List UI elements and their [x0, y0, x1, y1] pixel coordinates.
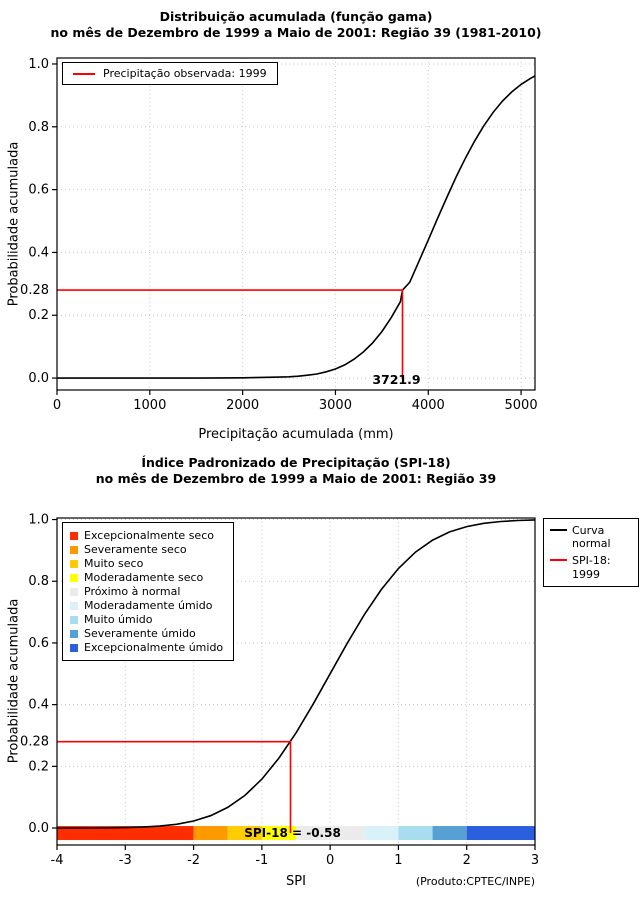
product-credit: (Produto:CPTEC/INPE) — [415, 875, 535, 888]
normal-curve-line-sample — [550, 529, 567, 531]
chart-text: 0.8 — [28, 120, 49, 135]
observed-precipitation-line-sample — [73, 72, 95, 75]
chart-text: 3 — [531, 853, 539, 868]
chart2-x-axis-label: SPI — [286, 874, 306, 889]
spi-scale-segment — [193, 826, 228, 841]
category-label: Moderadamente úmido — [84, 599, 213, 612]
legend-item-moderadamente-seco: Moderadamente seco — [70, 571, 223, 584]
chart2-subtitle: no mês de Dezembro de 1999 a Maio de 200… — [95, 471, 497, 486]
chart-text: 1.0 — [28, 57, 49, 72]
chart-text: 0.2 — [28, 308, 49, 323]
category-swatch — [70, 587, 78, 596]
chart1-y-axis-label: Probabilidade acumulada — [6, 141, 22, 307]
chart1-subtitle: no mês de Dezembro de 1999 a Maio de 200… — [50, 25, 542, 40]
category-label: Moderadamente seco — [84, 571, 204, 584]
chart-text: 0.0 — [28, 371, 49, 386]
observed-value-marker-line — [57, 289, 404, 379]
category-label: Excepcionalmente úmido — [84, 641, 224, 654]
spi-scale-segment — [364, 826, 399, 841]
chart-text: 0.28 — [20, 283, 49, 298]
chart-text: 0.8 — [28, 574, 49, 589]
spi-scale-segment — [261, 826, 296, 841]
legend-item-spi18-1999: SPI-18: 1999 — [550, 554, 632, 581]
chart-text: 0 — [326, 853, 334, 868]
observed-value-marker-line — [57, 740, 292, 833]
chart-text: -2 — [187, 853, 200, 868]
chart-text: 0.6 — [28, 183, 49, 198]
plot-border — [56, 57, 536, 391]
series-label: SPI-18: 1999 — [572, 554, 611, 581]
legend-item-severamente-umido: Severamente úmido — [70, 627, 223, 640]
category-label: Severamente seco — [84, 543, 187, 556]
legend-item-muito-umido: Muito úmido — [70, 613, 223, 626]
legend-item-muito-seco: Muito seco — [70, 557, 223, 570]
legend-item-excepcionalmente-umido: Excepcionalmente úmido — [70, 641, 223, 654]
category-swatch — [70, 615, 78, 624]
category-swatch — [70, 531, 78, 540]
spi18-line-sample — [550, 559, 567, 562]
spi-cdf-chart-canvas: -4 -3 -2 -1 0 1 2 3 0.0 0.2 0.4 0.6 0.8 1.0 0.28 SPI-18… — [20, 513, 539, 868]
series-label: Curva normal — [572, 524, 611, 551]
chart1-legend: Precipitação observada: 1999 — [62, 62, 278, 85]
chart-text: 3000 — [319, 398, 352, 413]
legend-item-proximo-a-normal: Próximo à normal — [70, 585, 223, 598]
chart-text: 3721.9 — [372, 372, 420, 387]
spi-scale-segment — [466, 826, 535, 841]
legend-item-curva-normal: Curva normal — [550, 524, 632, 550]
chart-text: 1 — [394, 853, 402, 868]
chart-text: -3 — [119, 853, 132, 868]
spi-category-legend: Excepcionalmente seco Severamente seco M… — [62, 522, 235, 661]
category-label: Muito seco — [84, 557, 144, 570]
chart-text: 2000 — [226, 398, 259, 413]
category-swatch — [70, 573, 78, 582]
legend-item-moderadamente-umido: Moderadamente úmido — [70, 599, 223, 612]
legend-item-severamente-seco: Severamente seco — [70, 543, 223, 556]
chart-text: -4 — [51, 853, 64, 868]
category-label: Próximo à normal — [84, 585, 181, 598]
chart1-x-axis-label: Precipitação acumulada (mm) — [198, 427, 394, 442]
chart-text: 5000 — [505, 398, 538, 413]
category-label: Muito úmido — [84, 613, 153, 626]
chart-text: -1 — [255, 853, 268, 868]
category-swatch — [70, 643, 78, 652]
category-swatch — [70, 601, 78, 610]
chart-text: 2 — [463, 853, 471, 868]
spi-scale-segment — [296, 826, 365, 841]
chart2-title: Índice Padronizado de Precipitação (SPI-… — [141, 455, 451, 470]
legend-item-excepcionalmente-seco: Excepcionalmente seco — [70, 529, 223, 542]
category-swatch — [70, 629, 78, 638]
gamma-cdf-chart-canvas: 0 1000 2000 3000 4000 5000 0.0 0.2 0.4 0.6 0.8 1.0 0… — [20, 57, 538, 413]
plot-border — [56, 517, 536, 846]
chart1-title: Distribuição acumulada (função gama) — [159, 9, 433, 24]
category-label: Severamente úmido — [84, 627, 196, 640]
chart-text: 0.28 — [20, 735, 49, 750]
chart-text: 1000 — [133, 398, 166, 413]
chart-text: SPI-18 = -0.58 — [244, 826, 341, 840]
spi-scale-segment — [227, 826, 262, 841]
category-label: Excepcionalmente seco — [84, 529, 214, 542]
spi-scale-segment — [432, 826, 467, 841]
cdf-curve — [57, 75, 536, 379]
chart-text: 1.0 — [28, 513, 49, 528]
chart-text: 0.4 — [28, 245, 49, 260]
chart-text: 0 — [53, 398, 61, 413]
spi-scale-segment — [398, 826, 433, 841]
chart2-y-axis-label: Probabilidade acumulada — [6, 598, 22, 764]
chart-text: 4000 — [412, 398, 445, 413]
chart-text: 0.6 — [28, 636, 49, 651]
category-swatch — [70, 545, 78, 554]
chart-text: 0.2 — [28, 759, 49, 774]
category-swatch — [70, 559, 78, 568]
cdf-curve — [57, 519, 536, 829]
chart1-legend-label: Precipitação observada: 1999 — [103, 67, 267, 80]
chart-text: 0.4 — [28, 698, 49, 713]
spi-series-legend: Curva normal SPI-18: 1999 — [543, 518, 639, 587]
chart-text: 0.0 — [28, 821, 49, 836]
spi-scale-segment — [57, 826, 194, 841]
